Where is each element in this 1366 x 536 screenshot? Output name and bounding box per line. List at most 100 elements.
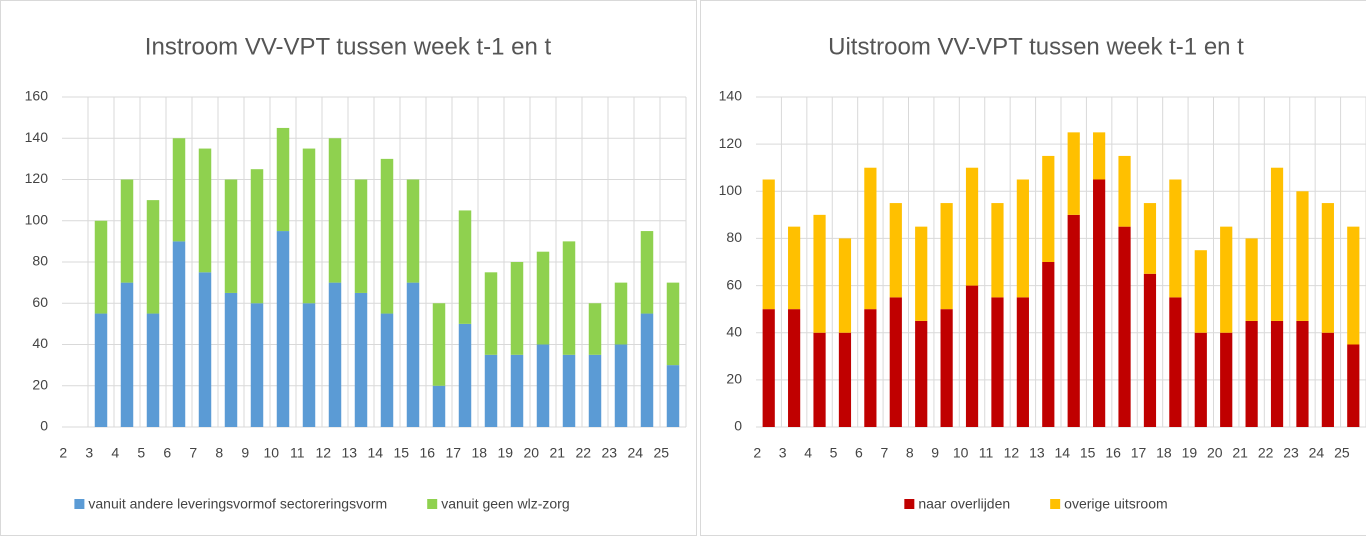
bar-segment bbox=[813, 214, 826, 333]
bar-segment bbox=[276, 231, 290, 427]
bar-segment bbox=[1093, 132, 1106, 180]
bar-segment bbox=[276, 127, 290, 232]
bar-segment bbox=[1169, 179, 1182, 298]
y-tick-label: 0 bbox=[40, 418, 48, 434]
bar-segment bbox=[406, 282, 420, 427]
bar-segment bbox=[1118, 226, 1131, 427]
bar-segment bbox=[991, 203, 1004, 298]
bar-segment bbox=[1194, 332, 1207, 427]
bar-segment bbox=[562, 241, 576, 355]
bar-segment bbox=[1347, 344, 1360, 427]
bar-segment bbox=[762, 179, 775, 310]
y-tick-label: 160 bbox=[25, 88, 49, 104]
bar-segment bbox=[224, 179, 238, 293]
y-tick-label: 40 bbox=[726, 323, 742, 339]
x-tick-label: 10 bbox=[264, 445, 280, 461]
bar-segment bbox=[813, 332, 826, 427]
bar-segment bbox=[1042, 262, 1055, 427]
bar-segment bbox=[1296, 191, 1309, 321]
x-tick-label: 22 bbox=[576, 445, 592, 461]
bar-segment bbox=[940, 309, 953, 427]
bar-segment bbox=[1169, 297, 1182, 427]
x-tick-label: 14 bbox=[1054, 445, 1070, 461]
bar-segment bbox=[588, 354, 602, 427]
bar-segment bbox=[328, 138, 342, 283]
x-tick-label: 19 bbox=[1182, 445, 1198, 461]
x-tick-label: 11 bbox=[979, 445, 994, 461]
x-tick-label: 4 bbox=[804, 445, 812, 461]
x-tick-label: 6 bbox=[163, 445, 171, 461]
y-tick-label: 60 bbox=[32, 294, 48, 310]
bar-segment bbox=[1270, 167, 1284, 321]
bar-segment bbox=[484, 354, 498, 427]
bar-segment bbox=[889, 297, 902, 427]
bar-segment bbox=[120, 282, 134, 427]
x-tick-label: 23 bbox=[602, 445, 618, 461]
bar-segment bbox=[640, 231, 654, 314]
bar-segment bbox=[380, 158, 394, 314]
bar-segment bbox=[510, 262, 524, 355]
bar-segment bbox=[94, 220, 108, 314]
bar-segment bbox=[1245, 320, 1258, 427]
bar-segment bbox=[666, 365, 680, 427]
x-tick-label: 2 bbox=[59, 445, 67, 461]
bar-segment bbox=[991, 297, 1004, 427]
x-tick-label: 18 bbox=[472, 445, 488, 461]
y-tick-label: 140 bbox=[719, 88, 743, 104]
bar-segment bbox=[224, 292, 238, 427]
bar-segment bbox=[588, 303, 602, 355]
bar-segment bbox=[562, 354, 576, 427]
x-tick-label: 7 bbox=[189, 445, 197, 461]
bar-segment bbox=[965, 285, 979, 427]
bar-segment bbox=[1347, 226, 1360, 345]
bar-segment bbox=[458, 210, 472, 324]
bar-segment bbox=[328, 282, 342, 427]
x-tick-label: 16 bbox=[420, 445, 436, 461]
x-tick-label: 14 bbox=[368, 445, 384, 461]
x-tick-label: 12 bbox=[1004, 445, 1020, 461]
bar-segment bbox=[1245, 238, 1258, 321]
bar-segment bbox=[889, 203, 902, 298]
x-tick-label: 6 bbox=[855, 445, 863, 461]
x-tick-label: 10 bbox=[953, 445, 969, 461]
y-tick-label: 140 bbox=[25, 129, 49, 145]
bar-segment bbox=[1270, 320, 1284, 427]
x-tick-label: 8 bbox=[215, 445, 223, 461]
bar-segment bbox=[1016, 297, 1029, 427]
legend-label: naar overlijden bbox=[918, 496, 1010, 512]
x-tick-label: 7 bbox=[880, 445, 888, 461]
bar-segment bbox=[614, 282, 628, 345]
bar-segment bbox=[146, 313, 160, 427]
bar-segment bbox=[354, 292, 368, 427]
x-tick-label: 9 bbox=[241, 445, 249, 461]
y-tick-label: 60 bbox=[726, 276, 742, 292]
x-tick-label: 2 bbox=[753, 445, 761, 461]
x-tick-label: 13 bbox=[342, 445, 358, 461]
bar-segment bbox=[1143, 203, 1157, 274]
bar-segment bbox=[1321, 332, 1334, 427]
legend-swatch bbox=[904, 499, 915, 509]
bar-segment bbox=[1220, 332, 1233, 427]
bar-segment bbox=[915, 320, 928, 427]
x-tick-label: 5 bbox=[830, 445, 838, 461]
bar-segment bbox=[915, 226, 928, 321]
x-tick-label: 17 bbox=[1131, 445, 1147, 461]
bar-segment bbox=[762, 309, 775, 427]
x-tick-label: 23 bbox=[1283, 445, 1299, 461]
x-tick-label: 5 bbox=[137, 445, 145, 461]
y-tick-label: 0 bbox=[734, 418, 742, 434]
bar-segment bbox=[1118, 155, 1131, 227]
bar-segment bbox=[198, 148, 212, 273]
chart-title: Uitstroom VV-VPT tussen week t-1 en t bbox=[828, 33, 1244, 60]
y-tick-label: 120 bbox=[719, 135, 743, 151]
x-tick-label: 25 bbox=[654, 445, 670, 461]
bar-segment bbox=[94, 313, 108, 427]
bar-segment bbox=[250, 303, 264, 427]
x-tick-label: 18 bbox=[1156, 445, 1172, 461]
bar-segment bbox=[965, 167, 979, 286]
bar-segment bbox=[838, 332, 852, 427]
bar-segment bbox=[1042, 155, 1055, 262]
bar-segment bbox=[864, 167, 877, 310]
x-tick-label: 21 bbox=[1232, 445, 1248, 461]
